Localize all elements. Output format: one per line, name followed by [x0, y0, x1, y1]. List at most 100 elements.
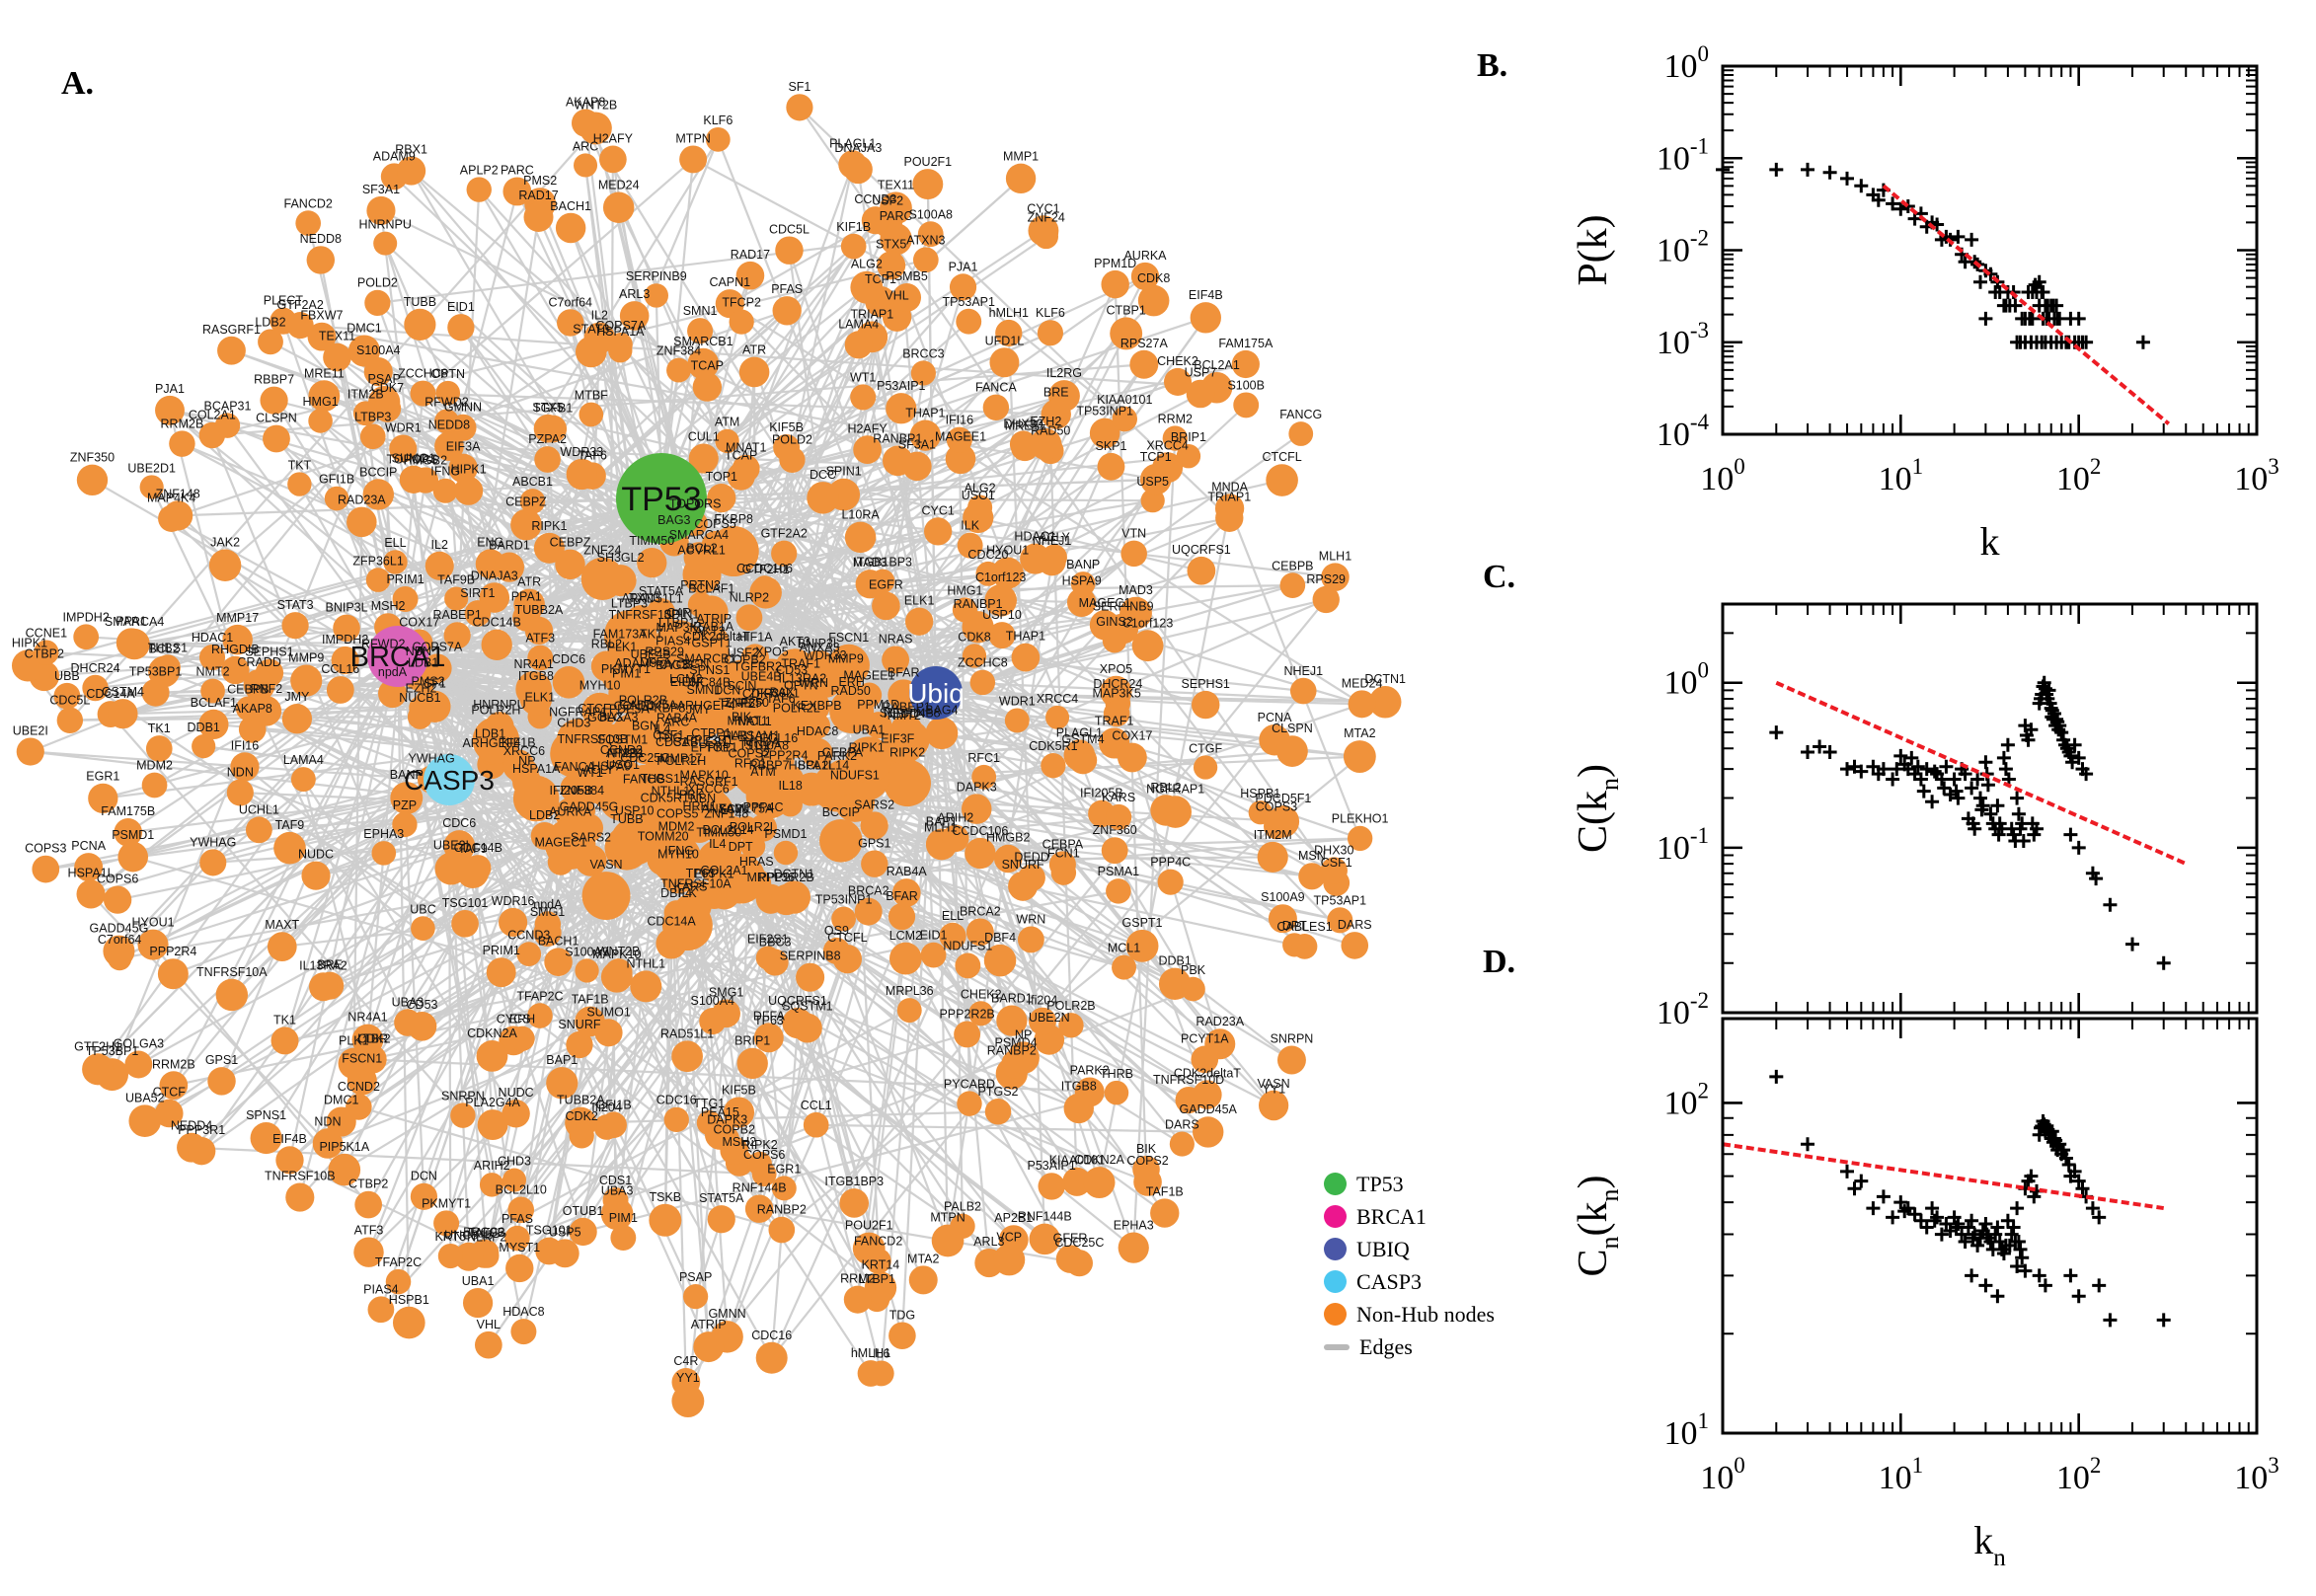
- node-label: LAMA4: [283, 753, 324, 767]
- non-hub-node: [32, 856, 59, 883]
- node-label: RAD23A: [338, 494, 386, 507]
- non-hub-node: [671, 1040, 703, 1072]
- non-hub-node: [768, 1217, 795, 1244]
- node-label: ATRIP: [691, 1318, 727, 1331]
- node-label: DPT: [729, 840, 753, 854]
- node-label: IL6: [873, 1347, 889, 1361]
- node-label: PFAS: [502, 1212, 533, 1226]
- node-label: MTPN: [675, 131, 710, 145]
- node-label: CHEK2: [1157, 354, 1198, 368]
- node-label: RRM2: [1158, 412, 1193, 425]
- node-swatch-icon: [1324, 1303, 1347, 1326]
- node-label: CDK5R1: [1029, 739, 1077, 753]
- node-label: TAF9B: [437, 572, 475, 586]
- node-label: SUMO1: [586, 1005, 631, 1019]
- node-label: GSPT1: [1122, 916, 1163, 930]
- non-hub-node: [1159, 796, 1192, 828]
- node-label: IFI205B: [549, 784, 592, 798]
- non-hub-node: [1258, 842, 1288, 873]
- node-label: WDR1: [385, 420, 422, 434]
- node-label: UBE2I: [13, 723, 48, 737]
- node-label: ZFP36L1: [352, 554, 403, 568]
- non-hub-node: [1288, 421, 1313, 446]
- node-label: RANBP2: [757, 1203, 807, 1217]
- node-label: VCP: [996, 1230, 1022, 1244]
- node-label: IL2: [591, 309, 608, 323]
- node-label: SERPINB9: [626, 269, 687, 283]
- node-label: RIPK2: [742, 1138, 778, 1152]
- non-hub-node: [902, 452, 932, 482]
- non-hub-node: [199, 849, 226, 875]
- legend-label: Edges: [1359, 1334, 1413, 1360]
- node-label: PARC: [880, 209, 913, 223]
- non-hub-node: [599, 146, 627, 174]
- non-hub-node: [924, 517, 952, 545]
- node-label: PZPA2: [528, 432, 567, 446]
- node-label: S100A4: [356, 343, 401, 357]
- tick-label: 10-2: [1657, 988, 1709, 1031]
- node-label: P53AIP1: [877, 379, 925, 393]
- non-hub-node: [869, 1361, 894, 1387]
- non-hub-node: [192, 734, 215, 758]
- non-hub-node: [844, 1286, 872, 1314]
- non-hub-node: [897, 998, 922, 1023]
- node-label: KARS: [1102, 791, 1135, 804]
- non-hub-node: [861, 850, 888, 876]
- non-hub-node: [1194, 755, 1217, 779]
- node-label: HDAC8: [502, 1305, 544, 1319]
- node-label: NP: [1015, 1027, 1032, 1041]
- node-label: TNFRSF10B: [558, 732, 629, 746]
- node-label: MED24: [1342, 676, 1383, 690]
- legend-label: TP53: [1356, 1172, 1404, 1197]
- node-label: DDB1: [188, 721, 220, 734]
- node-label: ITM2M: [1254, 828, 1292, 842]
- node-label: IL2: [431, 538, 448, 552]
- node-label: TOP1: [706, 470, 737, 484]
- non-hub-node: [142, 679, 170, 707]
- node-label: TSG101: [442, 896, 489, 910]
- non-hub-node: [534, 446, 561, 473]
- node-label: NMT2: [196, 665, 230, 679]
- node-label: DAPK3: [957, 780, 997, 794]
- non-hub-node: [610, 1225, 636, 1251]
- non-hub-node: [354, 1191, 382, 1219]
- node-label: WDR33: [560, 445, 603, 459]
- non-hub-node: [730, 310, 754, 335]
- non-hub-node: [404, 309, 435, 341]
- node-label: POLD2: [772, 433, 812, 447]
- node-label: PJA1: [155, 382, 185, 396]
- node-label: FAM175A: [1218, 337, 1274, 350]
- non-hub-node: [888, 1322, 916, 1349]
- node-label: SARS2: [854, 798, 894, 811]
- node-label: TIMM50: [696, 826, 741, 840]
- node-label: SKP1: [1096, 439, 1127, 453]
- node-label: PPA1: [116, 614, 146, 628]
- non-hub-node: [347, 507, 377, 538]
- node-label: SNURF: [1002, 858, 1044, 872]
- node-label: UBA1: [853, 722, 886, 736]
- node-label: TP53AP1: [1314, 893, 1367, 907]
- node-label: UBA3: [392, 995, 425, 1009]
- node-label: PSAP: [679, 1270, 712, 1284]
- node-label: LCM2: [889, 929, 922, 943]
- node-label: WDR33: [804, 648, 847, 662]
- node-label: FANCG: [1279, 408, 1322, 421]
- non-hub-node: [575, 958, 598, 982]
- non-hub-node: [1349, 690, 1376, 718]
- non-hub-node: [1051, 860, 1076, 884]
- non-hub-node: [282, 704, 312, 733]
- node-label: JAK2: [210, 536, 240, 550]
- non-hub-node: [301, 862, 330, 890]
- node-label: PPP2R4: [149, 945, 196, 958]
- node-label: UQCRFS1: [1172, 543, 1231, 557]
- node-label: DCN: [411, 1170, 437, 1183]
- node-label: THRB: [1100, 1067, 1133, 1081]
- node-label: USO1: [962, 489, 995, 502]
- non-hub-node: [570, 1123, 594, 1148]
- node-label: RPS29: [645, 646, 684, 659]
- node-label: EIF3A: [446, 440, 481, 454]
- non-hub-node: [285, 1183, 314, 1212]
- non-hub-node: [447, 314, 474, 341]
- node-label: PBK: [1181, 963, 1206, 977]
- node-label: HSPB1: [389, 1293, 429, 1307]
